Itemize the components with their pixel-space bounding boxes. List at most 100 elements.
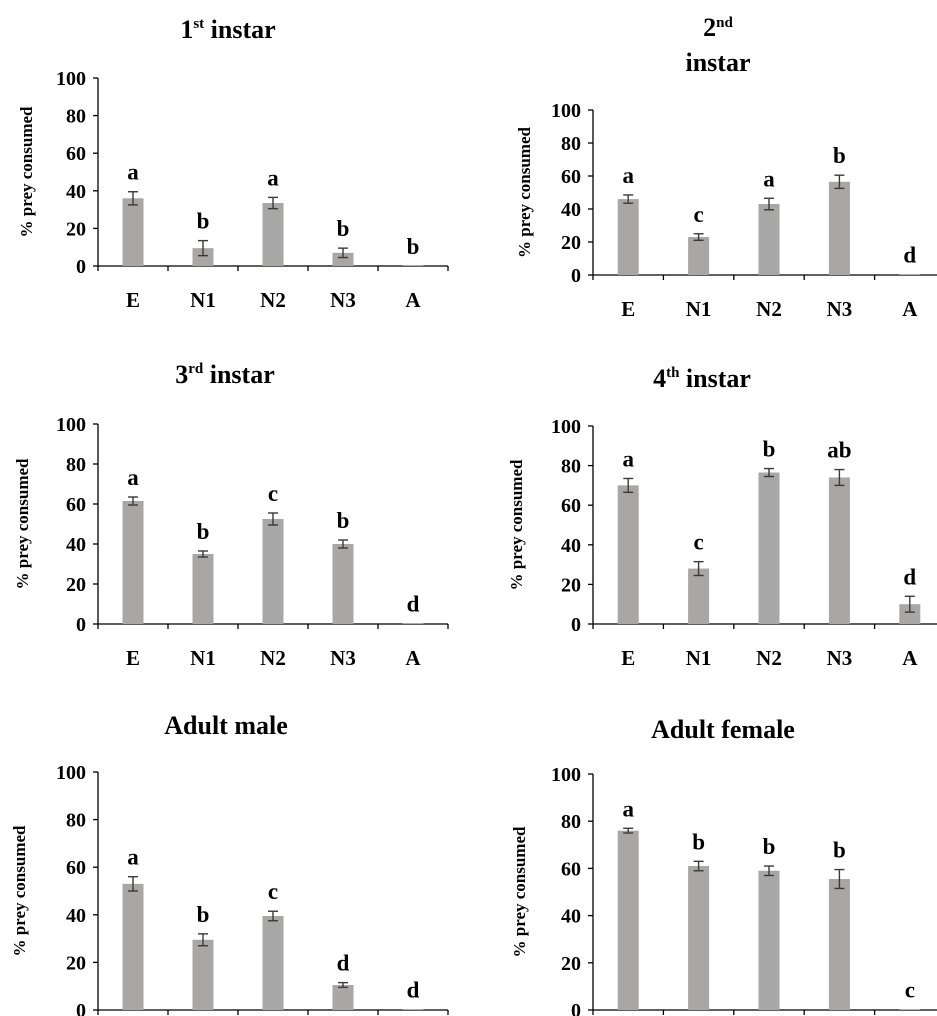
bar — [617, 199, 639, 275]
significance-letter: c — [693, 530, 703, 555]
chart-panel-2: 2nd instar % prey consumed 0 20 40 60 80 100 a Ec N… — [515, 13, 937, 321]
bar — [688, 237, 710, 275]
category-label: A — [902, 297, 918, 321]
y-tick-label: 0 — [571, 614, 581, 636]
significance-letter: d — [903, 243, 916, 268]
bar — [262, 519, 284, 624]
category-label: N1 — [686, 297, 712, 321]
significance-letter: a — [127, 845, 139, 870]
y-tick-label: 20 — [561, 574, 581, 596]
y-axis-label: % prey consumed — [515, 126, 534, 258]
bar — [332, 985, 354, 1010]
y-tick-label: 60 — [561, 166, 581, 188]
y-axis-label: % prey consumed — [17, 106, 36, 238]
bar — [122, 501, 144, 624]
y-tick-label: 40 — [66, 181, 86, 203]
significance-letter: b — [763, 834, 776, 859]
title-rest: instar — [203, 360, 275, 389]
significance-letter: a — [622, 796, 634, 821]
y-tick-label: 20 — [66, 218, 86, 240]
category-label: A — [902, 646, 918, 670]
y-tick-label: 0 — [76, 1000, 86, 1016]
bar — [828, 181, 850, 275]
y-tick-label: 20 — [561, 232, 581, 254]
chart-panel-4: 4th instar % prey consumed 0 20 40 60 80 100 a Ec… — [507, 364, 937, 670]
significance-letter: a — [622, 446, 634, 471]
y-tick-label: 60 — [561, 858, 581, 880]
bar — [828, 477, 850, 624]
bar — [828, 879, 850, 1010]
bar — [899, 274, 921, 275]
significance-letter: c — [693, 202, 703, 227]
significance-letter: ab — [827, 438, 851, 463]
category-label: N1 — [190, 288, 216, 312]
chart-title: 1st instar — [180, 15, 275, 44]
significance-letter: a — [127, 465, 139, 490]
y-tick-label: 40 — [66, 905, 86, 927]
significance-letter: a — [267, 165, 279, 190]
y-tick-label: 40 — [561, 535, 581, 557]
significance-letter: b — [337, 508, 350, 533]
category-label: E — [621, 297, 635, 321]
bar — [402, 1009, 424, 1010]
category-label: E — [621, 646, 635, 670]
category-label: N2 — [756, 297, 782, 321]
bar — [758, 472, 780, 624]
y-tick-label: 80 — [561, 133, 581, 155]
bar — [617, 485, 639, 624]
title-main: Adult female — [651, 715, 795, 744]
significance-letter: a — [127, 160, 139, 185]
bar — [332, 252, 354, 266]
bar — [262, 915, 284, 1010]
title-superscript: nd — [716, 15, 733, 31]
title-rest: instar — [204, 15, 276, 44]
title-superscript: rd — [188, 361, 204, 377]
y-axis-label: % prey consumed — [10, 825, 29, 957]
bar — [688, 568, 710, 624]
y-tick-label: 0 — [76, 256, 86, 278]
category-label: A — [405, 646, 421, 670]
bar — [899, 1009, 921, 1010]
y-tick-label: 40 — [561, 906, 581, 928]
chart-title: 2nd — [703, 13, 733, 42]
bar — [332, 544, 354, 624]
y-tick-label: 100 — [56, 68, 86, 90]
category-label: N1 — [190, 646, 216, 670]
y-tick-label: 80 — [66, 810, 86, 832]
title-main: 4 — [653, 364, 666, 393]
y-tick-label: 0 — [76, 614, 86, 636]
y-axis-label: % prey consumed — [510, 826, 529, 958]
title-main: Adult male — [164, 711, 288, 740]
bar — [899, 604, 921, 624]
significance-letter: b — [763, 437, 776, 462]
y-tick-label: 20 — [66, 952, 86, 974]
y-tick-label: 80 — [561, 811, 581, 833]
category-label: E — [126, 646, 140, 670]
y-tick-label: 60 — [66, 857, 86, 879]
category-label: N3 — [330, 646, 356, 670]
title-main: 3 — [175, 360, 188, 389]
category-label: N2 — [260, 646, 286, 670]
significance-letter: d — [407, 591, 420, 616]
significance-letter: b — [197, 519, 210, 544]
title-number: 2 — [703, 13, 716, 42]
significance-letter: b — [692, 829, 705, 854]
y-tick-label: 100 — [551, 416, 581, 438]
bar — [122, 883, 144, 1010]
bar — [122, 198, 144, 266]
chart-title: 3rd instar — [175, 360, 275, 389]
y-tick-label: 40 — [66, 534, 86, 556]
significance-letter: c — [268, 481, 278, 506]
y-axis-label: % prey consumed — [13, 458, 32, 590]
bar — [192, 248, 214, 266]
significance-letter: b — [407, 234, 420, 259]
y-tick-label: 100 — [56, 762, 86, 784]
title-main: 1 — [180, 15, 193, 44]
y-axis-label: % prey consumed — [507, 459, 526, 591]
significance-letter: b — [197, 902, 210, 927]
chart-panel-6: Adult female % prey consumed 0 20 40 60 80 100 a… — [510, 715, 937, 1016]
category-label: N1 — [686, 646, 712, 670]
significance-letter: d — [407, 977, 420, 1002]
bar — [402, 265, 424, 266]
significance-letter: d — [337, 951, 350, 976]
